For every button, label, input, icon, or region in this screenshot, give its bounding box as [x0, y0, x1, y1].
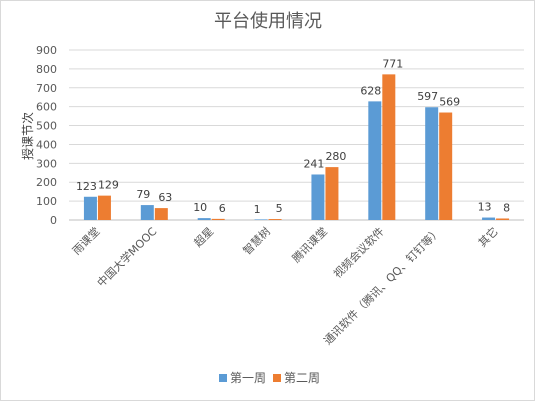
x-tick-label: 视频会议软件 — [330, 224, 387, 281]
bar — [97, 195, 111, 220]
data-label: 771 — [382, 57, 403, 70]
data-label: 13 — [478, 201, 492, 214]
y-tick-label: 600 — [36, 101, 57, 114]
y-tick-label: 100 — [36, 195, 57, 208]
data-label: 628 — [360, 84, 381, 97]
legend-swatch — [219, 374, 227, 382]
y-axis-label: 授课节次 — [20, 112, 35, 160]
bar — [254, 219, 268, 220]
legend-label: 第二周 — [284, 371, 320, 385]
data-label: 1 — [254, 203, 261, 216]
x-tick-label: 雨课堂 — [70, 225, 103, 258]
bar — [325, 167, 339, 220]
data-label: 241 — [303, 157, 324, 170]
y-tick-label: 800 — [36, 63, 57, 76]
bar — [83, 196, 97, 220]
bar — [197, 218, 211, 220]
bar — [268, 219, 282, 220]
bar — [382, 74, 396, 220]
y-tick-label: 300 — [36, 157, 57, 170]
data-label: 280 — [325, 150, 346, 163]
data-label: 63 — [158, 191, 172, 204]
data-label: 8 — [503, 201, 510, 214]
y-tick-label: 900 — [36, 44, 57, 57]
x-tick-label: 中国大学MOOC — [94, 224, 160, 290]
y-tick-label: 400 — [36, 138, 57, 151]
data-label: 129 — [98, 179, 119, 192]
x-tick-label: 腾讯课堂 — [289, 224, 330, 265]
x-tick-label: 超星 — [191, 224, 216, 249]
bar — [211, 218, 225, 220]
y-tick-label: 200 — [36, 176, 57, 189]
data-label: 10 — [193, 201, 207, 214]
bar — [482, 217, 496, 220]
bar — [311, 174, 325, 220]
x-tick-label: 其它 — [475, 224, 500, 249]
bar — [368, 101, 382, 220]
bars — [83, 74, 510, 220]
y-tick-label: 500 — [36, 120, 57, 133]
x-tick-label: 通讯软件（腾讯、QQ、钉钉等） — [321, 224, 444, 347]
bar — [140, 205, 154, 220]
x-tick-label: 智慧树 — [240, 224, 273, 257]
data-label: 597 — [417, 90, 438, 103]
data-label: 6 — [219, 202, 226, 215]
data-label: 5 — [276, 202, 283, 215]
data-label: 123 — [76, 180, 97, 193]
legend-swatch — [273, 374, 281, 382]
y-axis-ticks: 0 100 200 300 400 500 600 700 800 900 — [36, 44, 57, 227]
bar — [154, 208, 168, 220]
chart-title: 平台使用情况 — [214, 11, 322, 32]
data-label: 569 — [439, 96, 460, 109]
y-tick-label: 0 — [50, 214, 57, 227]
legend-label: 第一周 — [230, 371, 266, 385]
legend: 第一周 第二周 — [219, 371, 320, 385]
data-label: 79 — [136, 188, 150, 201]
y-tick-label: 700 — [36, 82, 57, 95]
bar — [425, 107, 439, 220]
bar — [439, 112, 453, 220]
bar — [496, 218, 510, 220]
